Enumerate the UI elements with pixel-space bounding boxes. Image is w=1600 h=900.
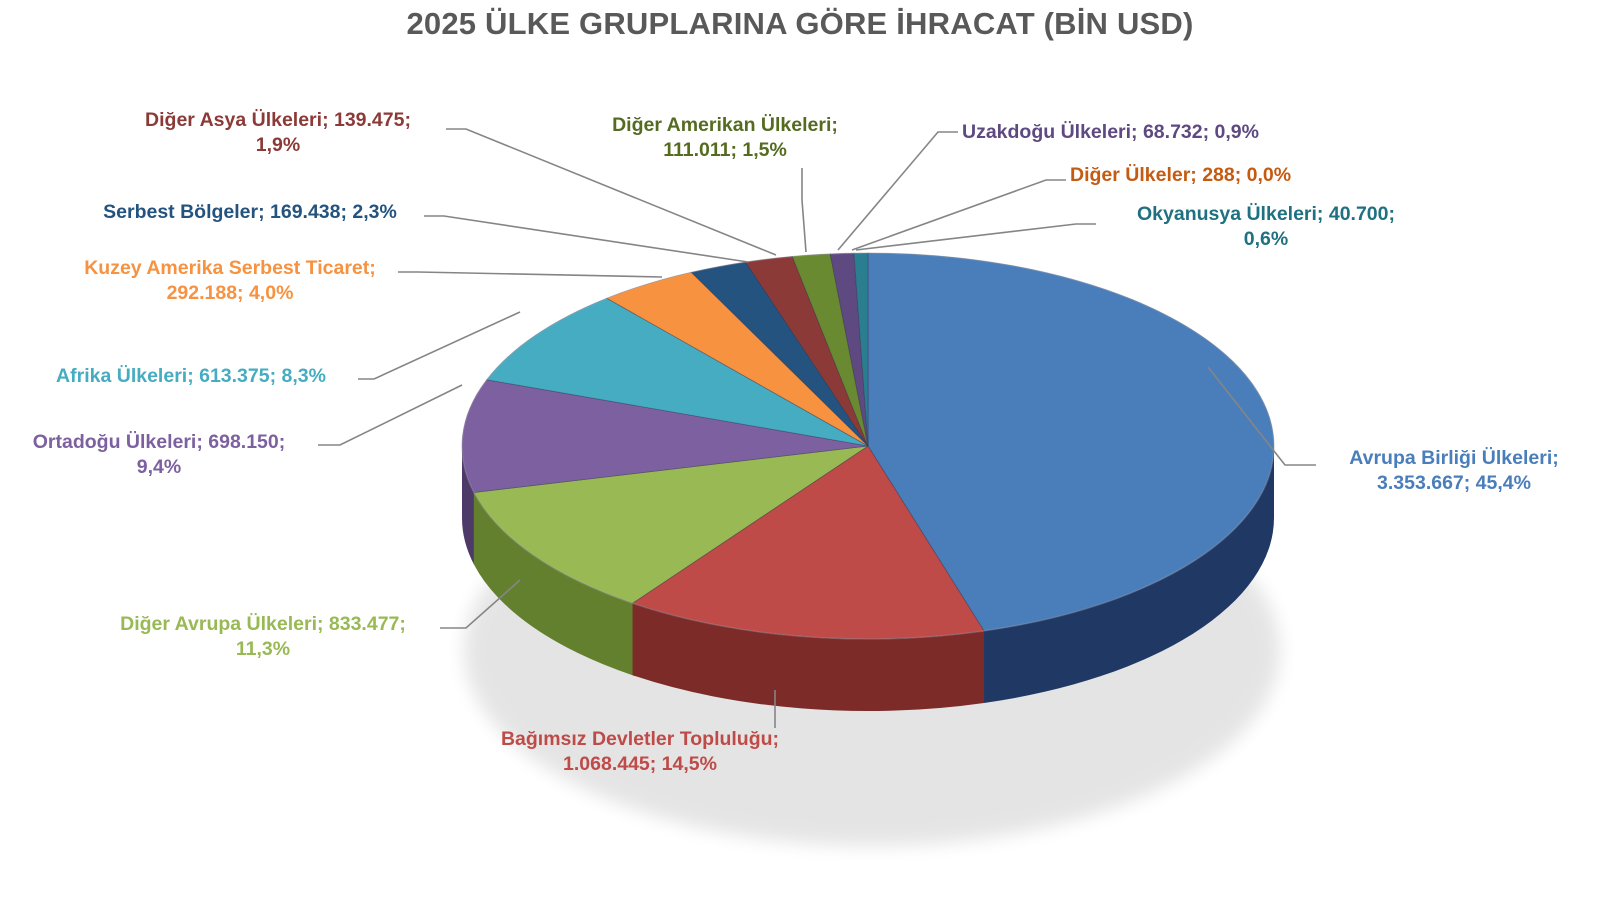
data-label-diger-ulkeler: Diğer Ülkeler; 288; 0,0% <box>1070 164 1292 186</box>
pie-side-1 <box>632 603 985 711</box>
leader-line-diger-amerikan <box>801 168 807 253</box>
data-label-diger-amerikan: Diğer Amerikan Ülkeleri; 111.011; 1,5% <box>612 114 838 161</box>
leader-line-okyanusya <box>855 223 1096 251</box>
data-label-diger-avrupa: Diğer Avrupa Ülkeleri; 833.477; 11,3% <box>120 613 406 660</box>
pie-slice-5 <box>605 271 869 447</box>
leader-line-ortadogu <box>318 384 463 446</box>
data-label-diger-asya: Diğer Asya Ülkeleri; 139.475; 1,9% <box>145 109 411 156</box>
leader-line-afrika <box>358 311 521 380</box>
pie-slice-9 <box>829 252 869 447</box>
pie-slice-11 <box>853 252 869 447</box>
pie-slice-4 <box>485 297 869 447</box>
pie-rim-highlight <box>461 252 1275 640</box>
pie-slice-1 <box>631 445 985 640</box>
pie-3d-side-walls <box>462 446 1274 711</box>
leader-line-diger-avrupa <box>440 579 521 629</box>
data-label-ortadogu: Ortadoğu Ülkeleri; 698.150; 9,4% <box>32 431 286 478</box>
leader-line-avrupa-birligi <box>1207 366 1316 466</box>
pie-side-2 <box>473 492 633 676</box>
pie-slice-0 <box>867 252 1275 632</box>
leader-lines <box>318 128 1316 728</box>
data-label-okyanusya: Okyanusya Ülkeleri; 40.700; 0,6% <box>1137 203 1395 250</box>
data-label-uzakdogu: Uzakdoğu Ülkeleri; 68.732; 0,9% <box>962 121 1259 143</box>
pie-slice-8 <box>791 253 869 447</box>
pie-top-slices <box>461 252 1275 640</box>
data-label-kuzey-amerika: Kuzey Amerika Serbest Ticaret; 292.188; … <box>84 257 376 304</box>
chart-title: 2025 ÜLKE GRUPLARINA GÖRE İHRACAT (BİN U… <box>406 6 1194 41</box>
leader-line-uzakdogu <box>837 131 958 251</box>
leader-line-diger-asya <box>446 128 777 256</box>
data-label-serbest-bolgeler: Serbest Bölgeler; 169.438; 2,3% <box>103 201 397 223</box>
data-label-avrupa-birligi: Avrupa Birliği Ülkeleri; 3.353.667; 45,4… <box>1349 447 1559 494</box>
leader-line-kuzey-amerika <box>398 271 663 278</box>
pie-side-0 <box>984 446 1274 703</box>
data-label-afrika: Afrika Ülkeleri; 613.375; 8,3% <box>56 365 326 387</box>
data-label-bdt: Bağımsız Devletler Topluluğu; 1.068.445;… <box>500 728 780 775</box>
leader-line-diger-ulkeler <box>851 179 1066 251</box>
pie-slice-2 <box>473 445 869 604</box>
pie-side-3 <box>462 446 474 565</box>
pie-slice-3 <box>461 379 869 493</box>
leader-line-serbest-bolgeler <box>424 215 749 263</box>
